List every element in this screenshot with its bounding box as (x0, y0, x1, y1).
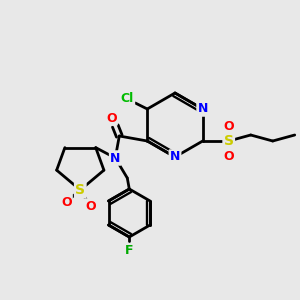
Text: O: O (224, 119, 234, 133)
Text: Cl: Cl (121, 92, 134, 106)
Text: O: O (85, 200, 96, 212)
Text: O: O (61, 196, 72, 208)
Text: F: F (125, 244, 134, 257)
Text: S: S (75, 183, 85, 197)
Text: O: O (224, 149, 234, 163)
Text: S: S (224, 134, 234, 148)
Text: N: N (170, 151, 180, 164)
Text: N: N (110, 152, 121, 164)
Text: N: N (197, 103, 208, 116)
Text: O: O (106, 112, 117, 124)
